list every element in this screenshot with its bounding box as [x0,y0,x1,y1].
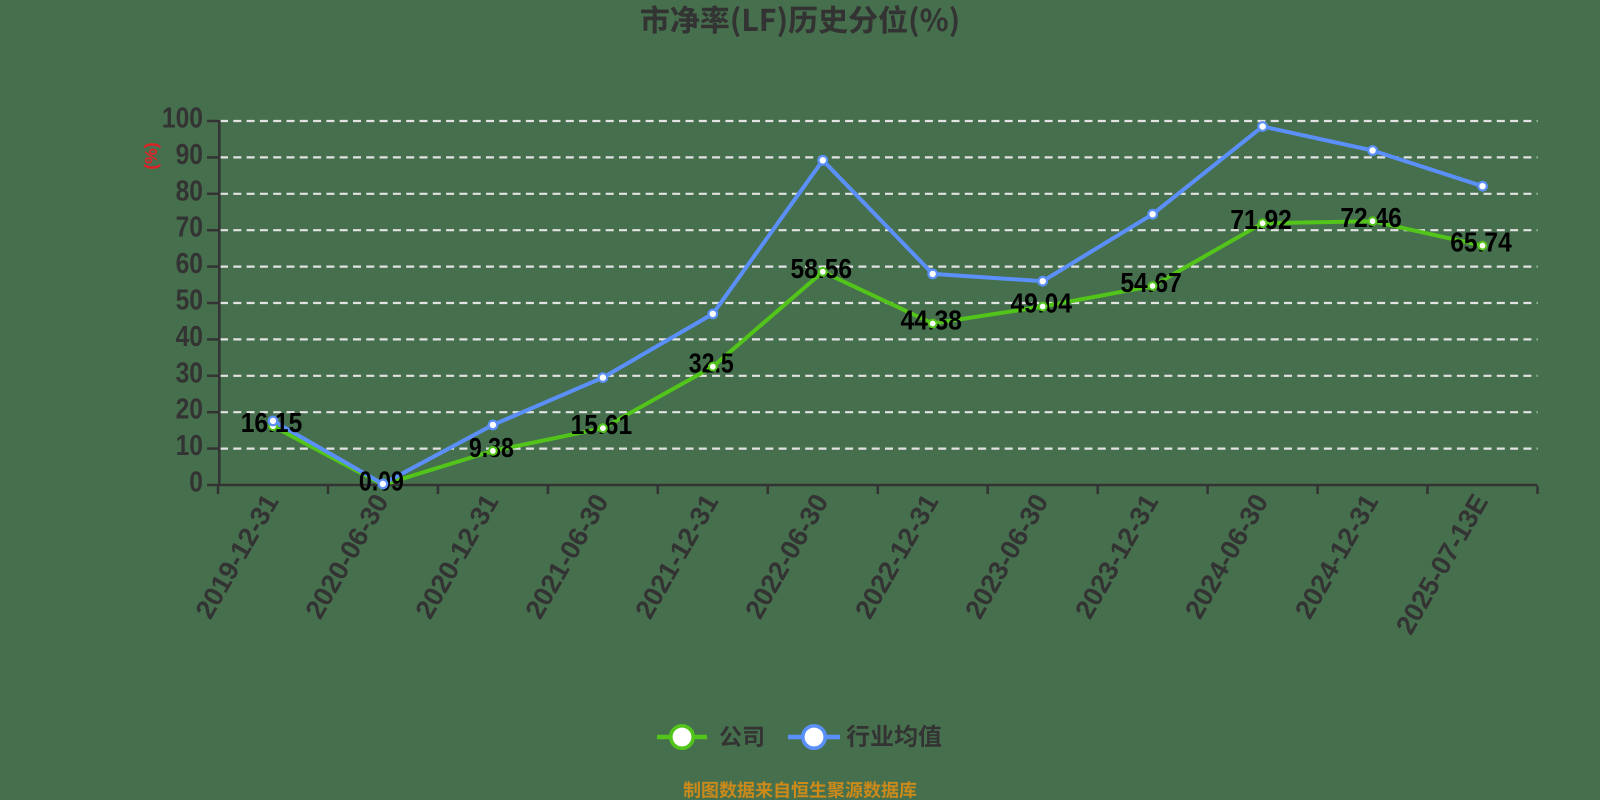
svg-text:100: 100 [162,103,203,135]
svg-text:90: 90 [176,139,203,171]
svg-text:(%): (%) [141,142,161,169]
svg-text:20: 20 [176,394,203,426]
svg-text:0: 0 [189,467,203,499]
svg-text:80: 80 [176,175,203,207]
svg-text:30: 30 [176,357,203,389]
svg-text:60: 60 [176,248,203,280]
svg-text:40: 40 [176,321,203,353]
svg-text:70: 70 [176,212,203,244]
svg-text:50: 50 [176,285,203,317]
svg-text:10: 10 [176,430,203,462]
